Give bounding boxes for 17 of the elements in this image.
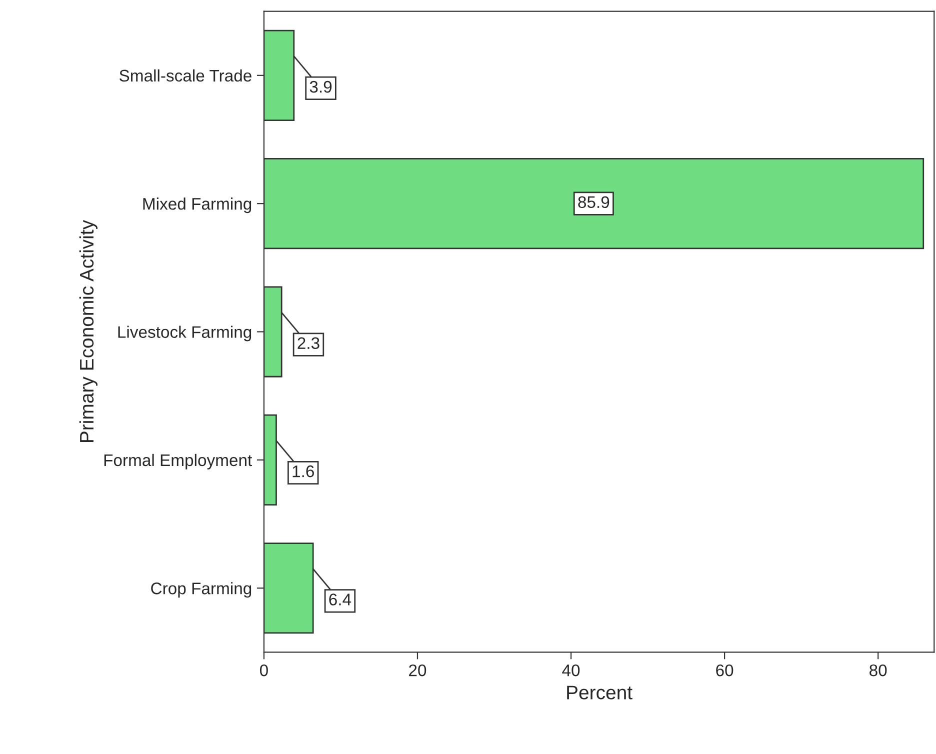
x-tick-label: 60	[716, 664, 734, 676]
x-tick-label: 20	[409, 664, 426, 676]
x-axis-title: Percent	[567, 686, 632, 700]
data-label: 1.6	[292, 465, 314, 478]
data-label: 6.4	[329, 594, 352, 606]
x-tick-label: 80	[870, 664, 887, 676]
x-tick-label: 40	[562, 664, 580, 676]
y-tick-label: Crop Farming	[151, 582, 252, 598]
y-axis-title: Primary Economic Activity	[79, 220, 98, 442]
y-tick-label: Livestock Farming	[118, 326, 252, 342]
x-tick-label: 0	[260, 664, 268, 676]
y-tick-label: Mixed Farming	[143, 198, 252, 214]
data-label: 85.9	[578, 196, 610, 208]
data-label: 2.3	[298, 337, 320, 350]
data-label: 3.9	[310, 80, 332, 93]
y-tick-label: Small-scale Trade	[120, 69, 252, 82]
y-tick-label: Formal Employment	[104, 454, 252, 470]
